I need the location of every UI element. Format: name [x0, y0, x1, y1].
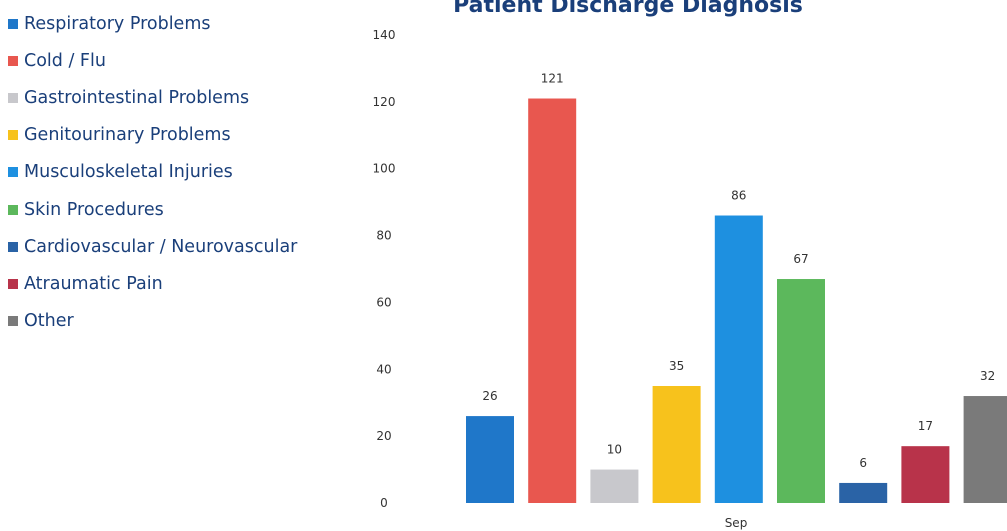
- legend-label: Cold / Flu: [24, 50, 106, 71]
- legend-item-cold-flu: Cold / Flu: [8, 42, 297, 79]
- y-tick-label: 140: [373, 28, 396, 42]
- legend-item-skin-procedures: Skin Procedures: [8, 191, 297, 228]
- y-tick-label: 80: [376, 229, 391, 243]
- data-label-other: 32: [980, 369, 995, 383]
- chart-legend: Respiratory Problems Cold / Flu Gastrointe…: [8, 5, 297, 340]
- data-label-gastrointestinal-problems: 10: [607, 443, 622, 457]
- x-axis-category-label: Sep: [725, 516, 748, 530]
- legend-swatch: [8, 241, 18, 252]
- legend-swatch: [8, 167, 18, 178]
- legend-item-other: Other: [8, 303, 297, 340]
- legend-swatch: [8, 316, 18, 327]
- legend-label: Other: [24, 311, 74, 332]
- bar-other: [963, 396, 1007, 503]
- bar-gastrointestinal-problems: [590, 469, 639, 503]
- legend-label: Musculoskeletal Injuries: [24, 162, 233, 183]
- legend-swatch: [8, 278, 18, 289]
- y-tick-label: 20: [376, 429, 391, 443]
- legend-swatch: [8, 55, 18, 66]
- bar-cardiovascular-neurovascular: [839, 482, 888, 503]
- bar-musculoskeletal-injuries: [714, 215, 763, 503]
- bar-atraumatic-pain: [901, 446, 950, 503]
- data-label-cold-flu: 121: [541, 72, 564, 86]
- y-axis-ticks: 0 20 40 60 80 100 120 140: [373, 28, 396, 510]
- bar-group: [466, 98, 1007, 503]
- data-label-genitourinary-problems: 35: [669, 359, 684, 373]
- data-label-musculoskeletal-injuries: 86: [731, 189, 746, 203]
- legend-label: Atraumatic Pain: [24, 273, 163, 294]
- bar-genitourinary-problems: [652, 386, 701, 503]
- chart-title: Patient Discharge Diagnosis: [453, 0, 803, 18]
- legend-label: Cardiovascular / Neurovascular: [24, 236, 298, 257]
- data-label-cardiovascular-neurovascular: 6: [859, 456, 867, 470]
- bar-respiratory-problems: [466, 416, 514, 503]
- y-tick-label: 60: [376, 295, 391, 309]
- data-label-atraumatic-pain: 17: [918, 419, 933, 433]
- legend-item-cardiovascular-neurovascular: Cardiovascular / Neurovascular: [8, 228, 297, 265]
- legend-label: Genitourinary Problems: [24, 125, 231, 146]
- y-tick-label: 0: [380, 496, 388, 510]
- y-tick-label: 100: [373, 162, 396, 176]
- y-tick-label: 40: [376, 362, 391, 376]
- bar-cold-flu: [528, 98, 577, 503]
- legend-swatch: [8, 18, 18, 29]
- legend-swatch: [8, 130, 18, 141]
- bar-skin-procedures: [777, 279, 825, 503]
- legend-label: Skin Procedures: [24, 199, 164, 220]
- legend-item-gastrointestinal-problems: Gastrointestinal Problems: [8, 79, 297, 116]
- data-labels: 26 121 10 35 86 67 6 17 32: [482, 72, 995, 470]
- legend-label: Respiratory Problems: [24, 13, 211, 34]
- data-label-respiratory-problems: 26: [482, 389, 497, 403]
- legend-item-respiratory-problems: Respiratory Problems: [8, 5, 297, 42]
- legend-swatch: [8, 92, 18, 103]
- legend-item-atraumatic-pain: Atraumatic Pain: [8, 265, 297, 302]
- legend-swatch: [8, 204, 18, 215]
- legend-item-genitourinary-problems: Genitourinary Problems: [8, 117, 297, 154]
- legend-item-musculoskeletal-injuries: Musculoskeletal Injuries: [8, 154, 297, 191]
- y-tick-label: 120: [373, 95, 396, 109]
- data-label-skin-procedures: 67: [793, 252, 808, 266]
- legend-label: Gastrointestinal Problems: [24, 87, 250, 108]
